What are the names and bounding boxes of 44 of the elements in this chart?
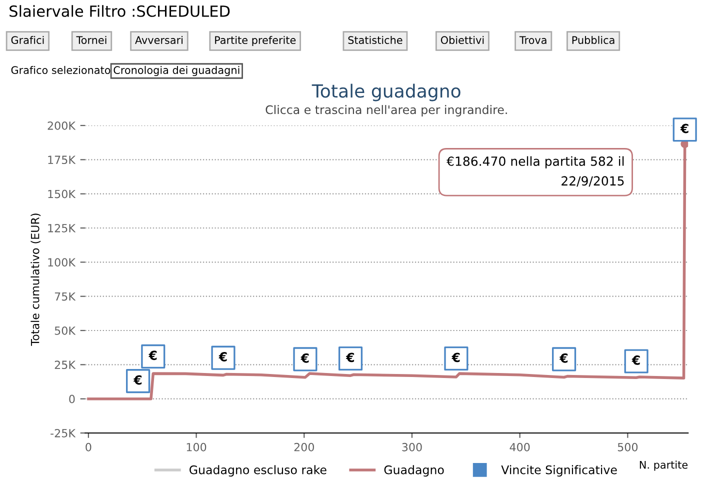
y-tick-label: 175K: [48, 156, 76, 164]
y-tick-label: 0: [69, 394, 75, 404]
text: Pubblica: [572, 36, 614, 44]
text: Statistiche: [348, 36, 402, 44]
text: Cronologia dei guadagni: [114, 66, 240, 76]
text: Trova: [519, 36, 546, 44]
y-tick-label: 50K: [54, 326, 76, 335]
y-tick-label: 100K: [48, 258, 76, 267]
data-label: €: [300, 353, 309, 363]
data-label: €: [559, 353, 568, 363]
x-tick-label: 500: [618, 442, 638, 452]
text: Obiettivi: [440, 36, 484, 44]
annotation: €186.470 nella partita 582 il 22/9/2015: [446, 156, 624, 187]
x-tick-label: 400: [510, 442, 530, 452]
chart-title: Totale guadagno: [312, 84, 460, 102]
x-tick-label: 100: [186, 442, 206, 452]
y-axis-title: Totale cumulativo (EUR): [30, 214, 41, 346]
x-tick-label: 200: [294, 442, 314, 452]
chart-subtitle: Clicca e trascina nell'area per ingrandire.: [266, 105, 507, 116]
text: Grafici: [11, 36, 44, 44]
text: Slaiervale Filtro :SCHEDULED: [10, 5, 230, 17]
y-tick-label: 25K: [54, 360, 76, 370]
y-tick-label: -25K: [50, 428, 76, 438]
legend-label: Guadagno: [384, 465, 444, 477]
text: Tornei: [76, 36, 106, 44]
data-label: €: [133, 375, 142, 385]
data-label: €: [218, 352, 227, 362]
y-tick-label: 150K: [48, 190, 76, 198]
data-label: €: [680, 124, 688, 134]
data-label: €: [632, 355, 640, 365]
data-label: €: [452, 352, 460, 362]
y-tick-label: 125K: [48, 224, 76, 232]
data-label: €: [148, 350, 157, 360]
legend-label: Guadagno escluso rake: [190, 465, 326, 477]
x-tick-label: 0: [86, 442, 92, 452]
data-label: €: [346, 352, 354, 362]
x-tick-label: 300: [402, 442, 422, 452]
y-tick-label: 75K: [54, 292, 76, 301]
legend-label: Vincite Significative: [501, 465, 617, 477]
y-tick-label: 200K: [48, 121, 76, 130]
text: Grafico selezionato: [11, 66, 110, 74]
x-axis-title: N. partite: [640, 460, 688, 471]
text: Partite preferite: [215, 36, 296, 46]
text: Avversari: [135, 36, 183, 44]
